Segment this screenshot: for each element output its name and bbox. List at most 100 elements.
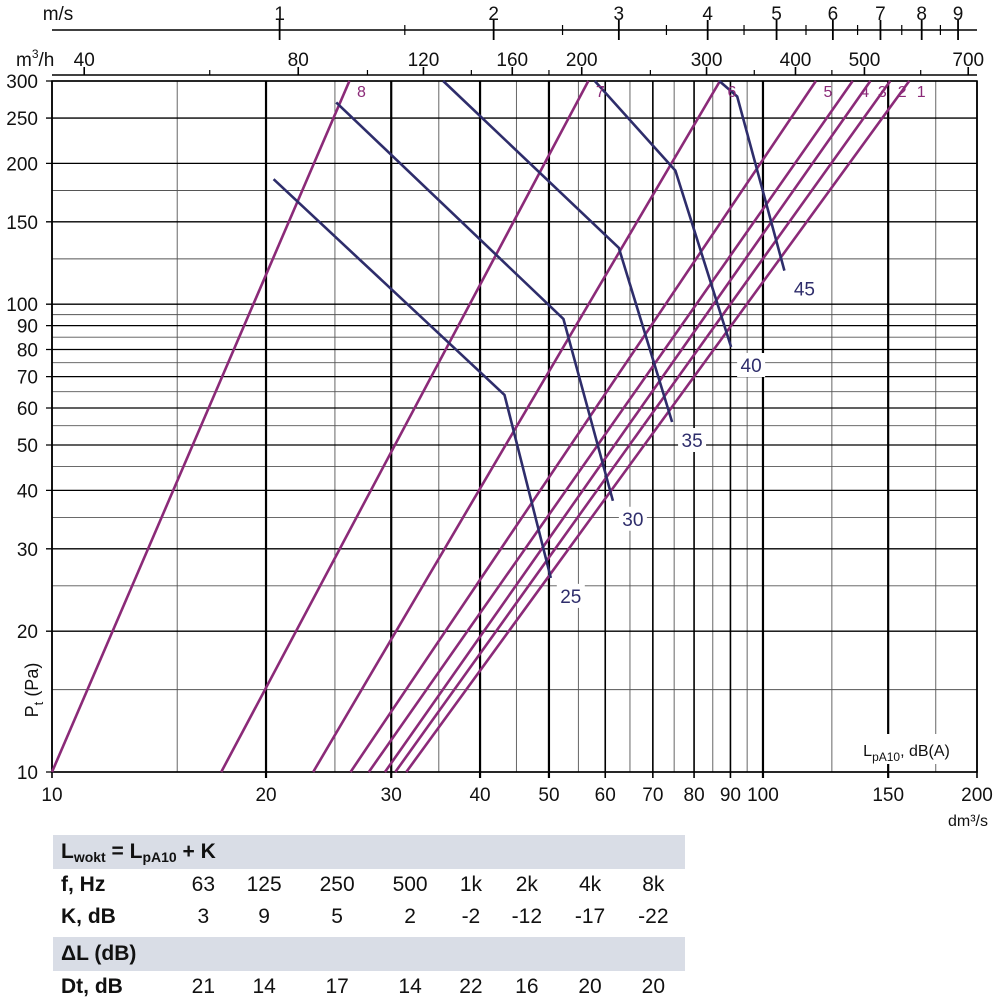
sound-level-curve bbox=[272, 178, 553, 579]
table-cell: -22 bbox=[638, 905, 669, 928]
y-tick-label: 30 bbox=[17, 540, 38, 561]
x-tick-label: 10 bbox=[41, 785, 62, 806]
table-cell: -2 bbox=[461, 905, 481, 928]
y-label-sub: t bbox=[31, 701, 46, 705]
top-m3h-tick-label: 120 bbox=[408, 50, 440, 71]
x-tick-label: 90 bbox=[720, 785, 741, 806]
sound-label-bg bbox=[618, 506, 647, 531]
top-m3h-tick-label: 160 bbox=[496, 50, 528, 71]
table-cell: 16 bbox=[515, 975, 539, 998]
table-row: Dt, dB 21 14 17 14 22 16 20 20 bbox=[53, 971, 685, 1003]
table-cell: 4k bbox=[578, 873, 602, 896]
sound-level-label: 40 bbox=[741, 356, 762, 377]
plot-frame bbox=[51, 80, 978, 773]
damper-line bbox=[383, 80, 872, 773]
damper-line-label: 5 bbox=[823, 84, 832, 101]
top-ms-tick-label: 3 bbox=[614, 4, 625, 25]
lpa10-label: LpA10, dB(A) bbox=[863, 743, 950, 764]
sound-level-curve bbox=[718, 80, 786, 271]
sound-label-bg bbox=[790, 276, 819, 301]
sound-label-bg bbox=[556, 583, 585, 608]
table-row: K, dB 3 9 5 2 -2 -12 -17 -22 bbox=[53, 901, 685, 933]
table-cell: 63 bbox=[191, 873, 215, 896]
top-ms-tick-label: 2 bbox=[488, 4, 499, 25]
grid bbox=[46, 20, 978, 778]
table-cell: 8k bbox=[642, 873, 665, 896]
top-ms-tick-label: 1 bbox=[274, 4, 285, 25]
y-axis-label: Pt (Pa) bbox=[22, 663, 46, 718]
top-ms-tick-label: 4 bbox=[702, 4, 713, 25]
x-tick-label: 80 bbox=[684, 785, 705, 806]
x-tick-label: 100 bbox=[747, 785, 779, 806]
x-tick-label: 20 bbox=[255, 785, 276, 806]
damper-line-label: 1 bbox=[917, 84, 926, 101]
top-m3h-tick-label: 200 bbox=[566, 50, 598, 71]
formula-tail: + K bbox=[176, 839, 216, 863]
top-ms-tick-label: 8 bbox=[916, 4, 927, 25]
x-tick-label: 70 bbox=[642, 785, 663, 806]
sound-label-bg bbox=[737, 353, 766, 378]
top-axis-ms-label: m/s bbox=[43, 4, 74, 25]
table-cell: -12 bbox=[511, 905, 543, 928]
lpa-label-tail: , dB(A) bbox=[900, 743, 950, 760]
sound-level-curve bbox=[335, 101, 615, 502]
table-cell: 14 bbox=[398, 975, 422, 998]
top-m3h-tick-label: 300 bbox=[691, 50, 723, 71]
damper-line-label: 4 bbox=[860, 84, 869, 101]
y-tick-label: 90 bbox=[17, 317, 38, 338]
correction-table: Lwokt = LpA10 + K f, Hz 63 125 250 500 1… bbox=[53, 835, 685, 1003]
pressure-flow-chart: 10 20 30 40 50 60 70 80 90 100 150 2001020304050607… bbox=[6, 4, 993, 830]
damper-line-label: 8 bbox=[357, 84, 366, 101]
formula-sub-wokt: wokt bbox=[73, 848, 106, 865]
m3h-label-tail: /h bbox=[39, 50, 55, 71]
y-label-p: P bbox=[22, 705, 42, 717]
lpa-label-bg bbox=[859, 734, 966, 764]
top-ms-tick-label: 9 bbox=[953, 4, 964, 25]
x-tick-label: 60 bbox=[595, 785, 616, 806]
table-cell: 20 bbox=[578, 975, 602, 998]
damper-line bbox=[349, 80, 817, 773]
y-tick-label: 70 bbox=[17, 368, 38, 389]
x-tick-label: 200 bbox=[961, 785, 993, 806]
row-label: Dt, dB bbox=[61, 975, 123, 998]
x-tick-label: 50 bbox=[538, 785, 559, 806]
m3h-label-m: m bbox=[16, 50, 32, 71]
sound-level-curve bbox=[442, 80, 674, 423]
y-tick-label: 40 bbox=[17, 481, 38, 502]
formula-l: L bbox=[61, 839, 74, 863]
table-cell: 250 bbox=[319, 873, 355, 896]
damper-line bbox=[220, 80, 590, 773]
top-ms-tick-label: 5 bbox=[771, 4, 782, 25]
row-label: K, dB bbox=[61, 905, 116, 928]
sound-level-curve bbox=[593, 80, 733, 348]
damper-line bbox=[405, 80, 911, 773]
y-tick-label: 50 bbox=[17, 436, 38, 457]
x-tick-label: 150 bbox=[872, 785, 904, 806]
y-tick-label: 200 bbox=[6, 154, 38, 175]
delta-header: ΔL (dB) bbox=[53, 937, 685, 971]
table-cell: 20 bbox=[641, 975, 666, 998]
table-cell: 9 bbox=[258, 905, 270, 928]
damper-line-label: 2 bbox=[898, 84, 907, 101]
table-cell: 1k bbox=[459, 873, 482, 896]
damper-line bbox=[367, 80, 854, 773]
x-axis-label: dm³/s bbox=[948, 813, 988, 830]
damper-line-label: 6 bbox=[728, 84, 737, 101]
top-ms-tick-label: 6 bbox=[828, 4, 839, 25]
sound-level-label: 25 bbox=[560, 587, 581, 608]
damper-line-label: 3 bbox=[878, 84, 887, 101]
table-cell: -17 bbox=[574, 905, 606, 928]
y-tick-label: 100 bbox=[6, 295, 38, 316]
table-cell: 21 bbox=[191, 975, 215, 998]
y-tick-label: 80 bbox=[17, 341, 38, 362]
lpa-label-sub: pA10 bbox=[872, 750, 900, 764]
y-tick-label: 150 bbox=[6, 213, 38, 234]
table-cell: 14 bbox=[252, 975, 276, 998]
top-m3h-tick-label: 400 bbox=[780, 50, 812, 71]
sound-level-label: 45 bbox=[794, 280, 815, 301]
x-tick-label: 30 bbox=[381, 785, 402, 806]
formula-eq: = L bbox=[105, 839, 143, 863]
table-cell: 3 bbox=[197, 905, 210, 928]
damper-line bbox=[394, 80, 892, 773]
top-m3h-tick-label: 40 bbox=[74, 50, 95, 71]
